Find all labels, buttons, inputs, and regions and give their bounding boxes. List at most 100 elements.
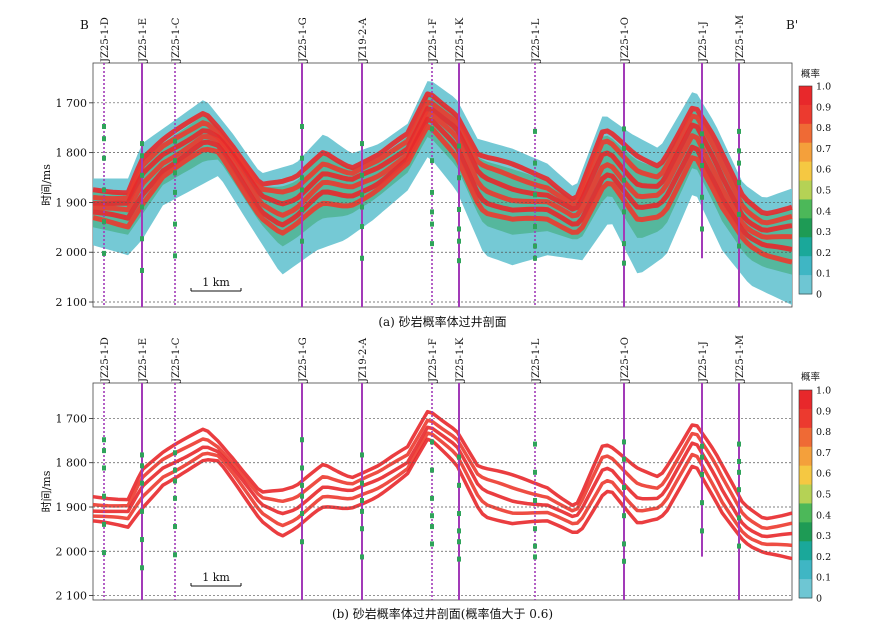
well-log-marker bbox=[300, 124, 304, 129]
well-log-marker bbox=[360, 224, 364, 230]
legend-tick-label: 1.0 bbox=[816, 386, 831, 397]
well-log-marker bbox=[173, 467, 177, 473]
legend-swatch bbox=[799, 541, 812, 561]
well-log-marker bbox=[533, 543, 537, 549]
well-log-marker bbox=[622, 177, 626, 183]
well-log-marker bbox=[533, 255, 537, 261]
legend-title: 概率 bbox=[801, 371, 821, 383]
well-log-marker bbox=[430, 541, 434, 547]
well-log-marker bbox=[533, 243, 537, 249]
well-name-label: JZ25-1-G bbox=[298, 337, 309, 383]
well-log-marker bbox=[737, 543, 741, 549]
well-name-label: JZ19-2-A bbox=[358, 17, 369, 63]
y-tick-label: 2 000 bbox=[56, 545, 88, 558]
well-log-marker bbox=[102, 136, 106, 142]
well-log-marker bbox=[737, 441, 741, 447]
well-log-marker bbox=[360, 172, 364, 178]
legend-swatch bbox=[799, 579, 812, 599]
legend-tick-label: 0.6 bbox=[816, 469, 831, 480]
well-log-marker bbox=[533, 224, 537, 230]
legend-tick-label: 0.6 bbox=[816, 165, 831, 176]
well-log-marker bbox=[430, 524, 434, 530]
well-name-label: JZ25-1-C bbox=[171, 337, 182, 383]
well-name-label: JZ25-1-O bbox=[620, 17, 631, 63]
well-log-marker bbox=[300, 187, 304, 193]
well-name-label: JZ25-1-K bbox=[455, 337, 466, 383]
legend-swatch bbox=[799, 390, 812, 410]
well-log-marker bbox=[700, 454, 704, 460]
legend-frame bbox=[798, 389, 813, 599]
well-log-marker bbox=[173, 138, 177, 144]
panel-b: 1 700 1 800 1 900 2 000 2 100 时间/ms JZ25-1-D JZ… bbox=[40, 335, 831, 621]
well-log-marker bbox=[700, 443, 704, 449]
well-log-marker bbox=[737, 180, 741, 186]
high-probability-streak bbox=[92, 409, 793, 521]
well-log-marker bbox=[360, 141, 364, 147]
well-log-marker bbox=[102, 250, 106, 256]
legend-tick-label: 0.4 bbox=[816, 510, 831, 521]
well-log-marker bbox=[360, 554, 364, 560]
legend-swatch bbox=[799, 408, 812, 429]
well-log-marker bbox=[430, 439, 434, 445]
panel-a: 1 700 1 800 1 900 2 000 2 100 时间/ms JZ25-1-D JZ… bbox=[40, 15, 831, 329]
sandstone-probability-body bbox=[92, 409, 793, 561]
well-log-marker bbox=[140, 267, 144, 273]
legend-frame bbox=[798, 85, 813, 295]
well-log-marker bbox=[622, 260, 626, 266]
legend-title: 概率 bbox=[801, 68, 821, 80]
well-log-marker bbox=[737, 458, 741, 464]
y-tick-label: 1 800 bbox=[56, 457, 88, 470]
legend-swatch bbox=[799, 256, 812, 276]
legend-tick-label: 0.8 bbox=[816, 427, 831, 438]
well-log-marker bbox=[140, 236, 144, 242]
y-axis-label: 时间/ms bbox=[40, 470, 53, 512]
well-log-marker bbox=[140, 204, 144, 210]
well-name-label: JZ25-1-L bbox=[531, 338, 542, 383]
legend-swatch bbox=[799, 161, 812, 182]
legend-tick-label: 0 bbox=[816, 594, 822, 605]
well-log-marker bbox=[622, 558, 626, 564]
well-log-marker bbox=[700, 143, 704, 149]
y-tick-label: 1 900 bbox=[56, 196, 88, 209]
well-log-marker bbox=[737, 469, 741, 475]
well-log-marker bbox=[622, 209, 626, 215]
well-log-marker bbox=[737, 515, 741, 521]
well-log-marker bbox=[700, 500, 704, 506]
well-name-label: JZ25-1-F bbox=[428, 18, 439, 63]
well-log-marker bbox=[457, 238, 461, 244]
legend-swatch bbox=[799, 522, 812, 542]
legend-swatch bbox=[799, 484, 812, 504]
legend-tick-label: 0.8 bbox=[816, 123, 831, 134]
well-log-marker bbox=[140, 141, 144, 147]
well-name-label: JZ25-1-J bbox=[698, 341, 709, 383]
y-tick-label: 1 800 bbox=[56, 147, 88, 160]
well-log-marker bbox=[140, 153, 144, 159]
well-name-label: JZ25-1-E bbox=[138, 18, 149, 63]
well-log-marker bbox=[457, 454, 461, 460]
endpoint-left-label: B bbox=[80, 18, 89, 32]
legend-tick-label: 0.1 bbox=[816, 269, 831, 280]
legend-tick-label: 0.4 bbox=[816, 206, 831, 217]
legend-swatch bbox=[799, 180, 812, 200]
well-log-marker bbox=[457, 556, 461, 562]
well-log-marker bbox=[533, 554, 537, 560]
well-log-marker bbox=[300, 511, 304, 517]
well-log-marker bbox=[533, 160, 537, 166]
legend-swatch bbox=[799, 446, 812, 467]
scale-bar-label: 1 km bbox=[202, 571, 230, 584]
well-log-marker bbox=[360, 526, 364, 532]
well-log-marker bbox=[737, 128, 741, 134]
well-log-marker bbox=[173, 552, 177, 558]
well-log-marker bbox=[140, 172, 144, 178]
well-log-marker bbox=[533, 498, 537, 504]
well-log-marker bbox=[622, 513, 626, 519]
well-log-marker bbox=[300, 206, 304, 212]
high-probability-streak bbox=[93, 111, 793, 240]
well-log-marker bbox=[430, 189, 434, 195]
well-log-marker bbox=[430, 513, 434, 519]
well-log-marker bbox=[430, 209, 434, 215]
well-name-label: JZ25-1-K bbox=[455, 17, 466, 63]
y-tick-label: 2 100 bbox=[56, 590, 88, 603]
high-probability-streak bbox=[92, 99, 793, 226]
well-log-marker bbox=[102, 155, 106, 161]
